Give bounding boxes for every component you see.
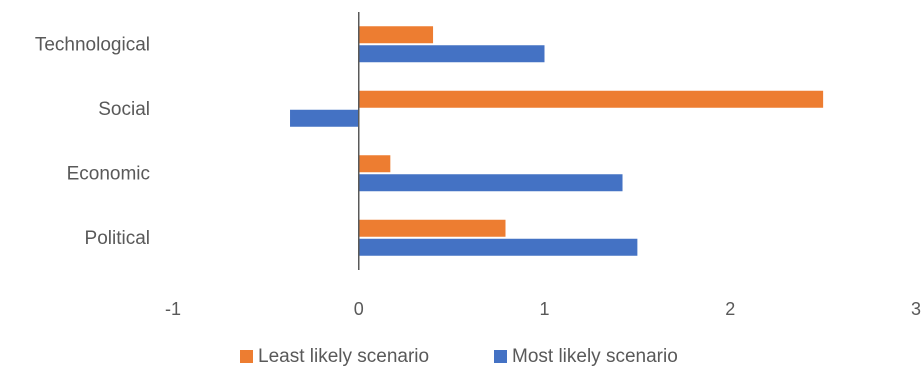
category-labels: Technological Social Economic Political [35,34,150,249]
category-label: Political [85,228,150,249]
category-label: Social [98,99,150,120]
legend-label: Most likely scenario [512,346,678,367]
bar-economic-least-likely [358,155,391,173]
x-tick-label: 2 [725,299,735,319]
legend-swatch [240,350,253,363]
bar-technological-most-likely [358,45,545,63]
x-tick-label: 0 [354,299,364,319]
bar-technological-least-likely [358,26,434,44]
legend-label: Least likely scenario [258,346,429,367]
bar-social-most-likely [290,109,359,127]
bar-economic-most-likely [358,174,623,192]
category-label: Economic [67,163,150,184]
x-tick-label: 3 [911,299,921,319]
bar-social-least-likely [358,90,824,108]
x-tick-label: -1 [165,299,181,319]
category-label: Technological [35,34,150,55]
tick-labels: -1 0 1 2 3 [165,299,921,319]
bars [290,26,824,256]
bar-political-most-likely [358,238,638,256]
bar-political-least-likely [358,219,506,237]
x-tick-label: 1 [539,299,549,319]
legend-swatch [494,350,507,363]
legend: Least likely scenario Most likely scenari… [240,346,678,367]
